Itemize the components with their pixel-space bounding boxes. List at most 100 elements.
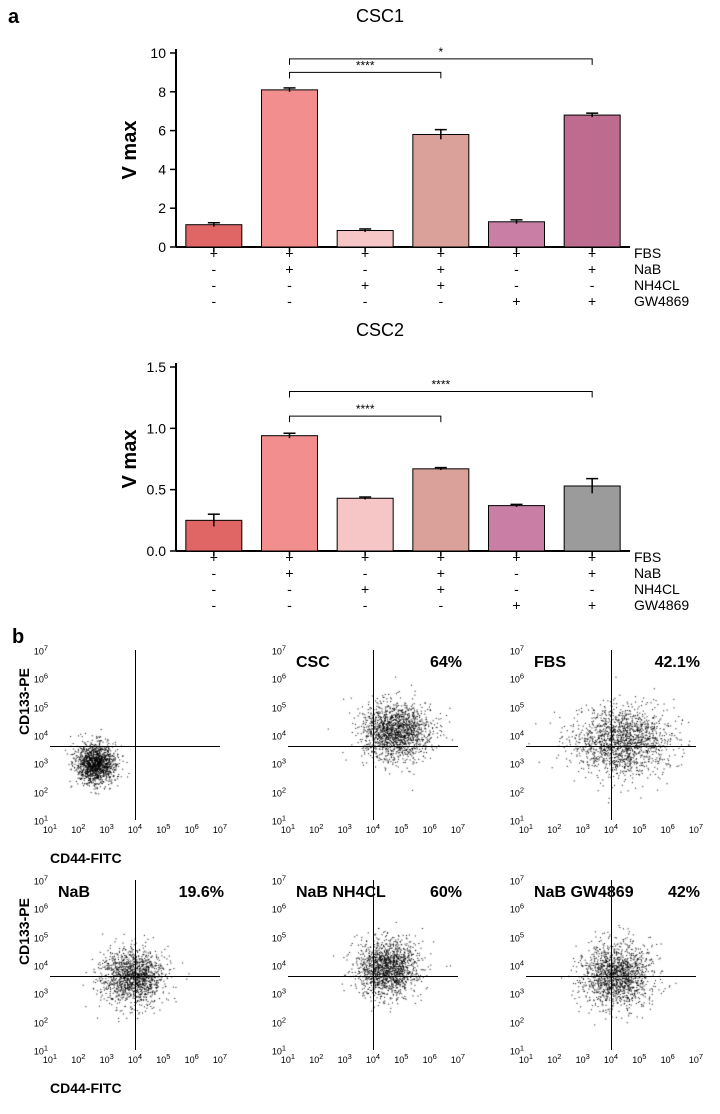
chart-csc2-svg: 0.00.51.01.5********V max [120,341,640,561]
facs-percent-label: 60% [430,884,462,902]
tick-label: 105 [394,822,408,835]
treatment-cell: - [176,277,252,293]
treatment-cell: + [554,261,630,277]
facs-xticks: 101102103104105106107 [526,820,696,840]
tick-label: 107 [689,822,703,835]
treatment-cell: + [403,245,479,261]
facs-xticks: 101102103104105106107 [50,1050,220,1070]
facs-plot: NaB GW486942%101102103104105106107101102… [496,880,706,1090]
tick-label: 104 [510,959,524,972]
tick-label: 103 [272,757,286,770]
facs-plot: FBS42.1%10110210310410510610710110210310… [496,650,706,860]
treatment-row-label: GW4869 [630,597,689,613]
facs-percent-label: 19.6% [179,884,224,902]
facs-yticks: 101102103104105106107 [268,650,288,820]
treatment-cell: - [176,597,252,613]
treatment-cell: - [252,277,328,293]
facs-condition-label: NaB NH4CL [296,884,386,902]
tick-label: 104 [34,729,48,742]
tick-label: 104 [272,729,286,742]
tick-label: 105 [632,1052,646,1065]
treatment-row: --++--NH4CL [176,277,696,293]
treatment-row: ++++++FBS [176,549,696,565]
facs-xticks: 101102103104105106107 [288,820,458,840]
treatment-cell: - [554,581,630,597]
facs-quadrant-line-horizontal [526,746,696,747]
tick-label: 105 [272,700,286,713]
facs-yticks: 101102103104105106107 [30,650,50,820]
facs-quadrant-line-vertical [611,880,612,1050]
facs-percent-label: 42.1% [655,654,700,672]
tick-label: 101 [272,814,286,827]
svg-text:****: **** [356,58,375,72]
panel-label-b: b [12,626,24,649]
tick-label: 105 [34,930,48,943]
facs-quadrant-line-vertical [135,650,136,820]
facs-xticks: 101102103104105106107 [526,1050,696,1070]
tick-label: 102 [309,822,323,835]
tick-label: 102 [510,1015,524,1028]
svg-text:*: * [438,45,443,59]
treatment-row: -+-+-+NaB [176,261,696,277]
tick-label: 102 [272,1015,286,1028]
facs-ylabel: CD133-PE [16,668,32,735]
tick-label: 102 [34,785,48,798]
treatment-cell: - [479,581,555,597]
tick-label: 106 [510,902,524,915]
facs-quadrant-line-vertical [611,650,612,820]
treatment-row-label: NH4CL [630,581,680,597]
treatment-cell: + [479,597,555,613]
treatment-cell: - [252,293,328,309]
tick-label: 107 [272,874,286,887]
treatment-row: ----++GW4869 [176,597,696,613]
treatment-cell: + [252,549,328,565]
facs-yticks: 101102103104105106107 [268,880,288,1050]
svg-text:1.0: 1.0 [147,420,167,436]
tick-label: 102 [272,785,286,798]
treatment-cell: - [176,581,252,597]
treatment-cell: - [479,277,555,293]
tick-label: 104 [510,729,524,742]
treatment-table-csc2: ++++++FBS-+-+-+NaB--++--NH4CL----++GW486… [176,549,696,613]
svg-text:V max: V max [120,121,141,180]
chart-csc2: CSC2 0.00.51.01.5********V max [120,320,640,561]
treatment-cell: + [327,549,403,565]
facs-quadrant-line-horizontal [526,976,696,977]
treatment-cell: + [252,245,328,261]
treatment-cell: + [479,549,555,565]
tick-label: 106 [34,902,48,915]
treatment-cell: + [479,293,555,309]
facs-plot: NaB19.6%10110210310410510610710110210310… [20,880,230,1090]
chart-csc1: CSC1 0246810*****V max [120,6,640,257]
tick-label: 103 [338,822,352,835]
tick-label: 105 [632,822,646,835]
treatment-cell: + [252,565,328,581]
tick-label: 102 [71,822,85,835]
treatment-row: ++++++FBS [176,245,696,261]
tick-label: 104 [272,959,286,972]
facs-plot: CSC64%1011021031041051061071011021031041… [258,650,468,860]
treatment-table-csc1: ++++++FBS-+-+-+NaB--++--NH4CL----++GW486… [176,245,696,309]
tick-label: 105 [156,1052,170,1065]
treatment-row: --++--NH4CL [176,581,696,597]
facs-xlabel: CD44-FITC [50,850,122,866]
tick-label: 103 [338,1052,352,1065]
facs-xticks: 101102103104105106107 [50,820,220,840]
facs-condition-label: NaB [58,884,90,902]
tick-label: 103 [510,987,524,1000]
chart-csc1-title: CSC1 [120,6,640,27]
tick-label: 105 [394,1052,408,1065]
tick-label: 107 [34,874,48,887]
tick-label: 106 [510,672,524,685]
tick-label: 104 [366,1052,380,1065]
svg-text:0.5: 0.5 [147,482,167,498]
facs-yticks: 101102103104105106107 [506,880,526,1050]
treatment-cell: + [176,245,252,261]
svg-text:0.0: 0.0 [147,543,167,559]
tick-label: 103 [576,822,590,835]
treatment-cell: + [327,277,403,293]
tick-label: 105 [510,700,524,713]
tick-label: 103 [510,757,524,770]
facs-percent-label: 42% [668,884,700,902]
tick-label: 106 [185,822,199,835]
